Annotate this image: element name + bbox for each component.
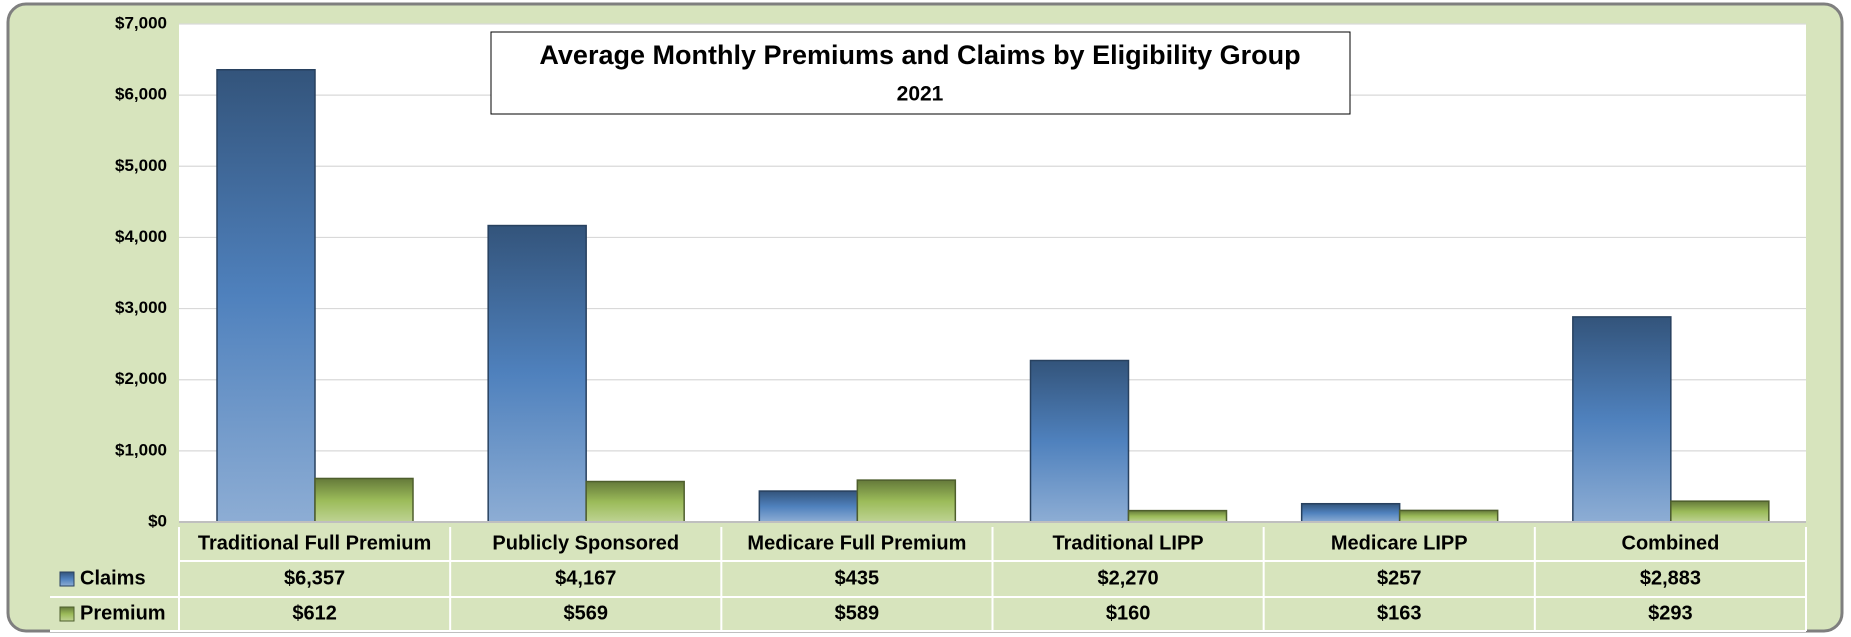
x-tick-label: Traditional Full Premium <box>198 532 431 554</box>
bar <box>758 490 859 523</box>
data-label: $612 <box>292 602 337 624</box>
legend-marker <box>59 571 75 587</box>
y-tick-label: $6,000 <box>115 85 167 104</box>
data-label: $6,357 <box>284 567 345 589</box>
bar <box>1127 509 1228 523</box>
title-box <box>490 31 1351 115</box>
x-tick-label: Traditional LIPP <box>1053 532 1204 554</box>
bar <box>314 477 414 523</box>
bar <box>487 224 587 523</box>
chart-subtitle: 2021 <box>897 83 944 106</box>
legend-label: Premium <box>80 602 166 624</box>
bar <box>585 480 685 523</box>
data-label: $293 <box>1648 602 1693 624</box>
bar <box>856 479 957 523</box>
bar <box>1398 509 1499 523</box>
legend-marker <box>59 606 75 622</box>
x-tick-label: Publicly Sponsored <box>492 532 679 554</box>
y-tick-label: $5,000 <box>115 156 167 175</box>
data-label: $160 <box>1106 602 1151 624</box>
y-tick-label: $0 <box>148 511 167 530</box>
data-label: $569 <box>564 602 609 624</box>
data-label: $2,883 <box>1640 567 1701 589</box>
x-tick-label: Medicare LIPP <box>1331 532 1468 554</box>
bar <box>216 68 316 523</box>
chart-title: Average Monthly Premiums and Claims by E… <box>539 40 1300 70</box>
data-label: $589 <box>835 602 880 624</box>
y-tick-label: $1,000 <box>115 440 167 459</box>
x-tick-label: Combined <box>1622 532 1720 554</box>
y-tick-label: $7,000 <box>115 13 167 32</box>
data-label: $435 <box>835 567 880 589</box>
y-tick-label: $4,000 <box>115 227 167 246</box>
legend-label: Claims <box>80 567 146 589</box>
y-tick-label: $2,000 <box>115 369 167 388</box>
bar <box>1300 502 1401 523</box>
bar <box>1670 500 1770 523</box>
x-tick-label: Medicare Full Premium <box>747 532 966 554</box>
data-label: $163 <box>1377 602 1422 624</box>
bar <box>1029 359 1130 523</box>
bar <box>1572 316 1672 523</box>
y-tick-label: $3,000 <box>115 298 167 317</box>
data-label: $2,270 <box>1097 567 1158 589</box>
data-label: $257 <box>1377 567 1422 589</box>
data-label: $4,167 <box>555 567 616 589</box>
